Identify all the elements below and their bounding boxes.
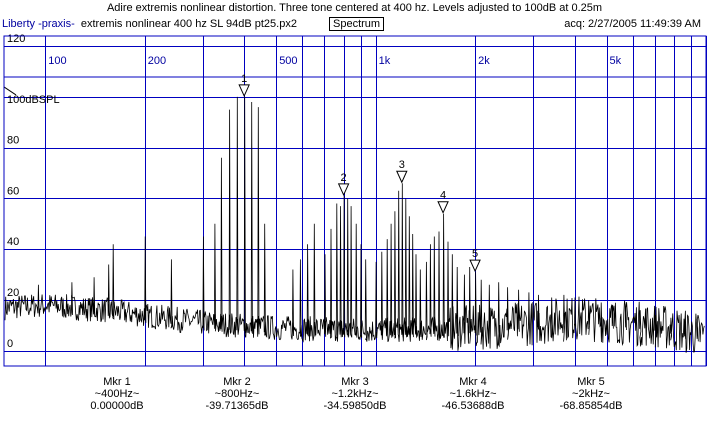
marker-3-triangle xyxy=(396,170,408,184)
chart-title: Adire extremis nonlinear distortion. Thr… xyxy=(106,2,603,14)
marker-5-label: 5 xyxy=(472,248,478,260)
marker-4-triangle xyxy=(437,201,449,214)
y-tick-label: 40 xyxy=(7,236,19,248)
marker-readout-5: Mkr 5 ~2kHz~ -68.85854dB xyxy=(536,376,646,412)
marker-1-label: 1 xyxy=(241,73,247,85)
marker-frequency: ~800Hz~ xyxy=(214,388,260,400)
y-tick-label: 60 xyxy=(7,185,19,197)
y-tick-label: 80 xyxy=(7,135,19,147)
spectrum-trace xyxy=(4,96,705,353)
y-tick-label: 120 xyxy=(7,33,25,45)
axis-labels: 100 200 500 1k 2k 5k 0 20 40 60 80 120 100dBSPL xyxy=(3,33,622,350)
marker-name: Mkr 4 xyxy=(459,376,487,388)
marker-readout-1: Mkr 1 ~400Hz~ 0.00000dB xyxy=(62,376,172,412)
marker-readout-2: Mkr 2 ~800Hz~ -39.71365dB xyxy=(182,376,292,412)
marker-value: -68.85854dB xyxy=(559,400,623,412)
marker-name: Mkr 1 xyxy=(103,376,131,388)
marker-2-label: 2 xyxy=(341,172,347,184)
spectrum-button[interactable]: Spectrum xyxy=(329,17,385,31)
marker-1-triangle xyxy=(238,84,250,98)
marker-frequency: ~1.2kHz~ xyxy=(331,388,379,400)
marker-name: Mkr 3 xyxy=(341,376,369,388)
marker-value: -39.71365dB xyxy=(205,400,269,412)
file-label: extremis nonlinear 400 hz SL 94dB pt25.p… xyxy=(80,18,297,30)
marker-frequency: ~2kHz~ xyxy=(572,388,610,400)
marker-3-label: 3 xyxy=(399,159,405,171)
acquisition-timestamp: acq: 2/27/2005 11:49:39 AM xyxy=(564,18,701,30)
marker-frequency: ~1.6kHz~ xyxy=(449,388,497,400)
marker-value: -46.53688dB xyxy=(441,400,505,412)
marker-readout-3: Mkr 3 ~1.2kHz~ -34.59850dB xyxy=(300,376,410,412)
marker-value: 0.00000dB xyxy=(90,400,144,412)
marker-2-triangle xyxy=(337,183,350,197)
marker-frequency: ~400Hz~ xyxy=(94,388,140,400)
spectrum-line xyxy=(4,96,705,353)
header-info: Liberty -praxis- extremis nonlinear 400 … xyxy=(2,18,297,30)
x-tick-label: 1k xyxy=(379,55,391,67)
marker-4-label: 4 xyxy=(440,190,446,202)
markers: 1 2 3 4 5 xyxy=(238,73,481,273)
x-tick-label: 5k xyxy=(610,55,622,67)
marker-value: -34.59850dB xyxy=(323,400,387,412)
marker-name: Mkr 2 xyxy=(223,376,251,388)
x-tick-label: 200 xyxy=(148,55,166,67)
app-name: Liberty -praxis- xyxy=(2,18,75,30)
x-tick-label: 2k xyxy=(478,55,490,67)
y-tick-label: 20 xyxy=(7,287,19,299)
reference-label: 100dBSPL xyxy=(7,94,60,106)
marker-readout-4: Mkr 4 ~1.6kHz~ -46.53688dB xyxy=(418,376,528,412)
marker-name: Mkr 5 xyxy=(577,376,605,388)
y-tick-label: 0 xyxy=(7,338,13,350)
x-tick-label: 100 xyxy=(48,55,66,67)
plot-frame xyxy=(3,35,707,367)
x-tick-label: 500 xyxy=(279,55,297,67)
marker-5-triangle xyxy=(469,259,481,273)
